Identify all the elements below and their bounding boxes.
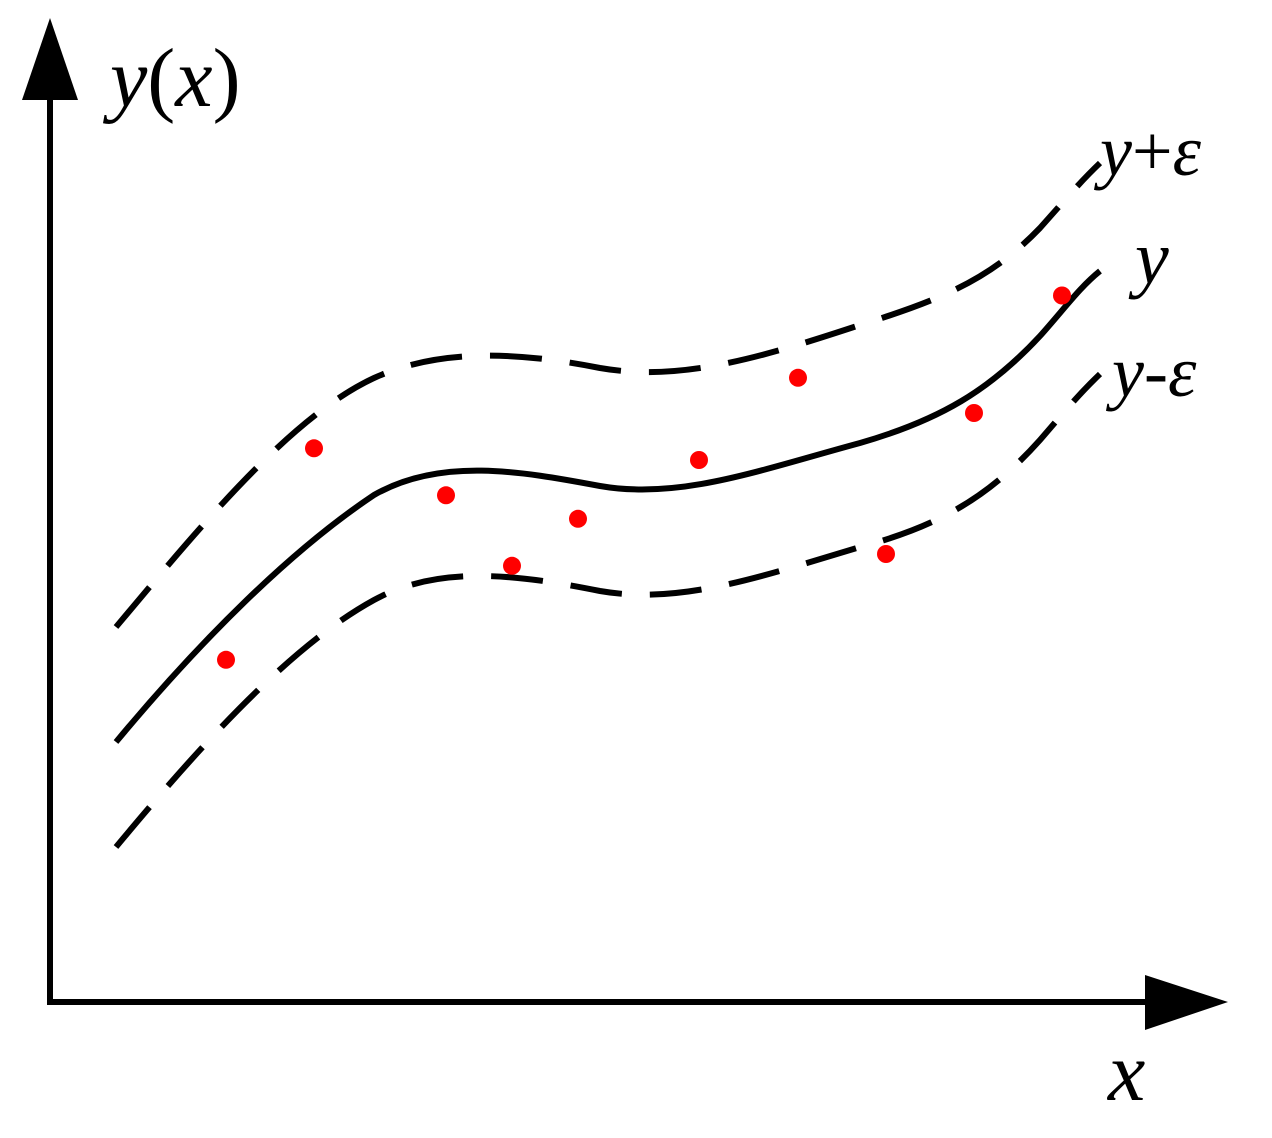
lower-curve-label-op: -	[1144, 332, 1168, 412]
center-curve	[113, 268, 1102, 744]
data-point-6	[690, 451, 708, 469]
y-axis-arrow	[22, 18, 78, 100]
data-point-2	[305, 439, 323, 458]
data-points	[217, 286, 1071, 669]
data-point-1	[217, 650, 235, 669]
data-point-4	[503, 556, 521, 575]
axes	[22, 18, 1228, 1030]
y-axis-label-close: )	[213, 32, 241, 125]
upper-curve-label-eps: ε	[1173, 111, 1202, 191]
upper-bound-curve	[113, 160, 1103, 629]
data-point-8	[877, 545, 895, 563]
upper-curve-label-op: +	[1132, 111, 1173, 191]
data-point-3	[437, 486, 455, 505]
data-point-5	[569, 509, 587, 528]
y-axis-label: y(x)	[102, 32, 241, 125]
y-axis-label-var: y	[102, 32, 148, 125]
data-point-10	[1053, 286, 1071, 305]
center-curve-label: y	[1128, 216, 1169, 300]
lower-curve-label-var: y	[1105, 332, 1144, 412]
upper-curve-label: y+ε	[1093, 111, 1202, 191]
lower-curve-label-eps: ε	[1168, 332, 1197, 412]
x-axis-label: x	[1106, 1026, 1145, 1119]
lower-bound-curve	[113, 371, 1103, 849]
data-point-9	[965, 404, 983, 422]
lower-curve-label: y-ε	[1105, 332, 1197, 412]
y-axis-label-open: (	[147, 32, 175, 125]
y-axis-label-arg: x	[173, 32, 212, 125]
upper-curve-label-var: y	[1093, 111, 1132, 191]
x-axis-arrow	[1145, 975, 1228, 1030]
data-point-7	[789, 368, 807, 387]
